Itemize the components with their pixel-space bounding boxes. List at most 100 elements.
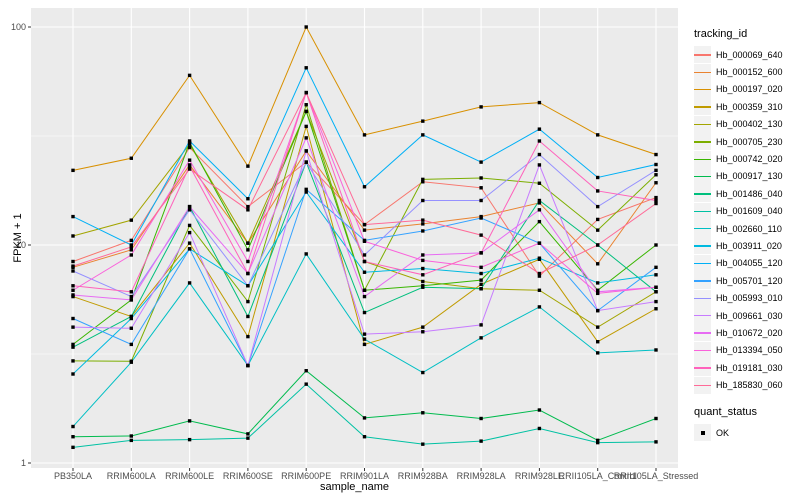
data-point <box>362 185 367 189</box>
data-point <box>596 281 600 285</box>
data-point <box>654 201 658 206</box>
legend-item-label: Hb_004055_120 <box>716 258 783 269</box>
data-point <box>479 251 483 255</box>
x-tick-label: RRIM600SE <box>223 471 273 481</box>
data-point <box>129 156 133 160</box>
data-point <box>71 259 75 264</box>
data-point <box>421 119 425 123</box>
legend-item-label: Hb_000069_640 <box>716 49 783 60</box>
data-point <box>129 316 133 321</box>
legend-item-label: Hb_002660_110 <box>716 223 782 234</box>
data-point <box>537 408 542 412</box>
line-swatch-icon <box>694 167 711 185</box>
legend-item: Hb_005993_010 <box>690 289 800 307</box>
legend-item: Hb_009661_030 <box>690 307 800 325</box>
line-swatch-icon <box>694 202 711 220</box>
line-swatch-icon <box>694 341 711 359</box>
data-point <box>654 198 658 203</box>
x-tick-label: RRII105LA_Control <box>559 471 637 481</box>
data-point <box>71 435 75 439</box>
legend-item-label: Hb_185830_060 <box>716 380 783 391</box>
x-tick-label: RRIM901LA <box>340 471 389 481</box>
data-point <box>71 234 75 238</box>
data-point <box>654 348 658 352</box>
data-point <box>129 342 133 347</box>
data-point <box>362 270 367 274</box>
legend-item: Hb_000917_130 <box>690 167 800 185</box>
y-tick-label: 1 <box>21 458 26 468</box>
legend-item: Hb_000069_640 <box>690 46 800 64</box>
legend-item: Hb_000402_130 <box>690 115 800 133</box>
data-point <box>187 223 192 228</box>
data-point <box>304 190 308 194</box>
data-point <box>654 243 658 247</box>
data-point <box>654 265 658 270</box>
data-point <box>362 435 367 439</box>
line-swatch-icon <box>694 98 711 116</box>
data-point <box>246 164 250 168</box>
data-point <box>304 187 308 192</box>
data-point <box>129 238 133 243</box>
legend-item-label: Hb_005701_120 <box>716 275 783 286</box>
data-point <box>362 337 367 341</box>
data-point <box>71 214 75 219</box>
data-point <box>71 269 75 273</box>
data-point <box>71 342 75 347</box>
data-point <box>246 284 250 288</box>
data-point <box>71 264 75 268</box>
legend-item-label: Hb_000359_310 <box>716 101 783 112</box>
line-swatch-icon <box>694 237 711 255</box>
legend-item: Hb_004055_120 <box>690 254 800 272</box>
data-point <box>596 308 600 313</box>
data-point <box>654 168 658 173</box>
data-point <box>71 424 75 429</box>
data-point <box>187 241 192 245</box>
data-point <box>304 66 308 70</box>
data-point <box>71 288 75 292</box>
legend-item: Hb_013394_050 <box>690 341 800 359</box>
y-tick-label: 100 <box>11 22 26 32</box>
data-point <box>654 290 658 294</box>
data-point <box>654 285 658 289</box>
line-swatch-icon <box>694 307 711 325</box>
data-point <box>71 284 75 288</box>
data-point <box>421 222 425 226</box>
legend-item-label: Hb_000917_130 <box>716 171 783 182</box>
black-square-point-icon <box>694 424 711 441</box>
x-tick-label: RRII105LA_Stressed <box>614 471 699 481</box>
x-axis-title: sample_name <box>319 481 390 493</box>
data-point <box>362 416 367 420</box>
data-point <box>304 109 308 114</box>
data-point <box>71 359 75 363</box>
x-tick-label: RRIM600LA <box>107 471 156 481</box>
data-point <box>596 217 600 222</box>
legend-item: Hb_019181_030 <box>690 359 800 377</box>
line-swatch-icon <box>694 254 711 272</box>
data-point <box>71 445 75 450</box>
data-point <box>187 437 192 442</box>
data-point <box>187 164 192 168</box>
data-point <box>654 162 658 167</box>
x-tick-label: RRIM928LE <box>515 471 564 481</box>
data-point <box>537 256 542 260</box>
data-point <box>129 290 133 294</box>
data-point <box>537 152 542 157</box>
line-swatch-icon <box>694 185 711 203</box>
data-point <box>362 310 367 315</box>
data-point <box>187 167 192 171</box>
legend-item-label: OK <box>716 427 730 438</box>
line-swatch-icon <box>694 133 711 151</box>
line-swatch-icon <box>694 324 711 342</box>
data-point <box>421 325 425 329</box>
data-point <box>654 416 658 421</box>
data-point <box>129 248 133 252</box>
legend: tracking_id Hb_000069_640 Hb_000152_600 Hb… <box>690 28 800 441</box>
data-point <box>596 175 600 180</box>
data-point <box>71 168 75 173</box>
data-point <box>479 336 483 340</box>
y-axis-title: FPKM + 1 <box>12 213 24 263</box>
data-point <box>129 243 133 247</box>
data-point <box>187 145 192 150</box>
data-point <box>71 325 75 329</box>
data-point <box>71 316 75 321</box>
